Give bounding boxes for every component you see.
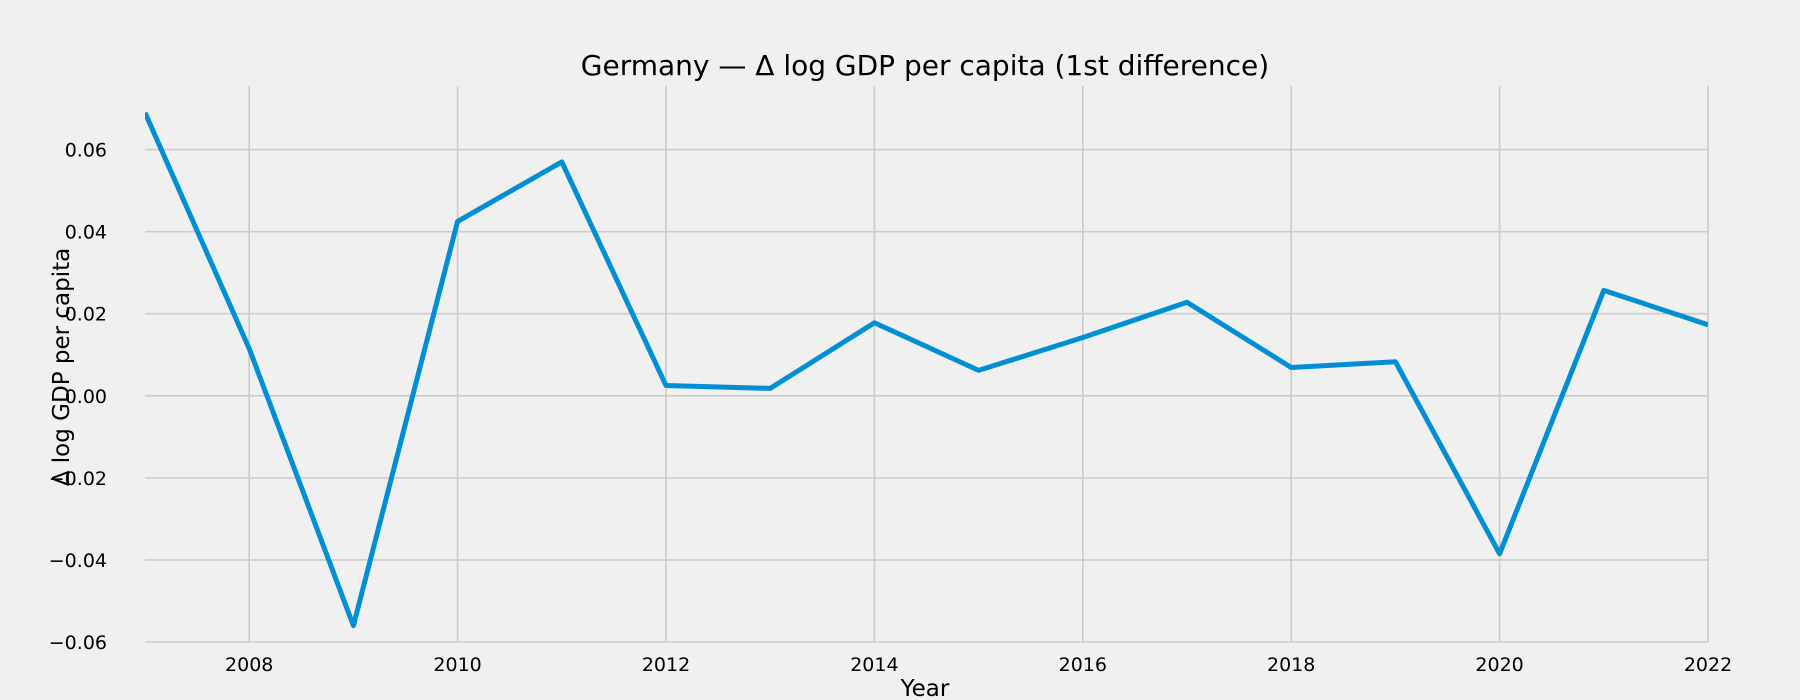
x-tick-label: 2008 — [225, 654, 273, 676]
chart-title: Germany — Δ log GDP per capita (1st diff… — [581, 49, 1269, 82]
y-tick-label: −0.06 — [49, 632, 107, 654]
x-tick-label: 2020 — [1475, 654, 1523, 676]
y-axis-ticks: −0.06 −0.04 −0.02 0.00 0.02 0.04 0.06 — [49, 140, 107, 654]
y-tick-label: 0.02 — [65, 304, 107, 326]
y-axis-label: Δ log GDP per capita — [49, 248, 75, 487]
series-line — [145, 111, 1708, 629]
x-tick-label: 2022 — [1684, 654, 1732, 676]
x-tick-label: 2016 — [1059, 654, 1107, 676]
series-layer — [145, 111, 1708, 629]
y-tick-label: −0.04 — [49, 550, 107, 572]
y-tick-label: −0.02 — [49, 468, 107, 490]
x-axis-label: Year — [900, 676, 950, 700]
y-tick-label: 0.00 — [65, 386, 107, 408]
x-tick-label: 2012 — [642, 654, 690, 676]
x-axis-ticks: 2008 2010 2012 2014 2016 2018 2020 2022 — [225, 654, 1732, 676]
x-tick-label: 2018 — [1267, 654, 1315, 676]
grid — [145, 86, 1709, 643]
x-tick-label: 2014 — [850, 654, 898, 676]
x-tick-label: 2010 — [433, 654, 481, 676]
y-tick-label: 0.06 — [65, 140, 107, 162]
y-tick-label: 0.04 — [65, 222, 107, 244]
